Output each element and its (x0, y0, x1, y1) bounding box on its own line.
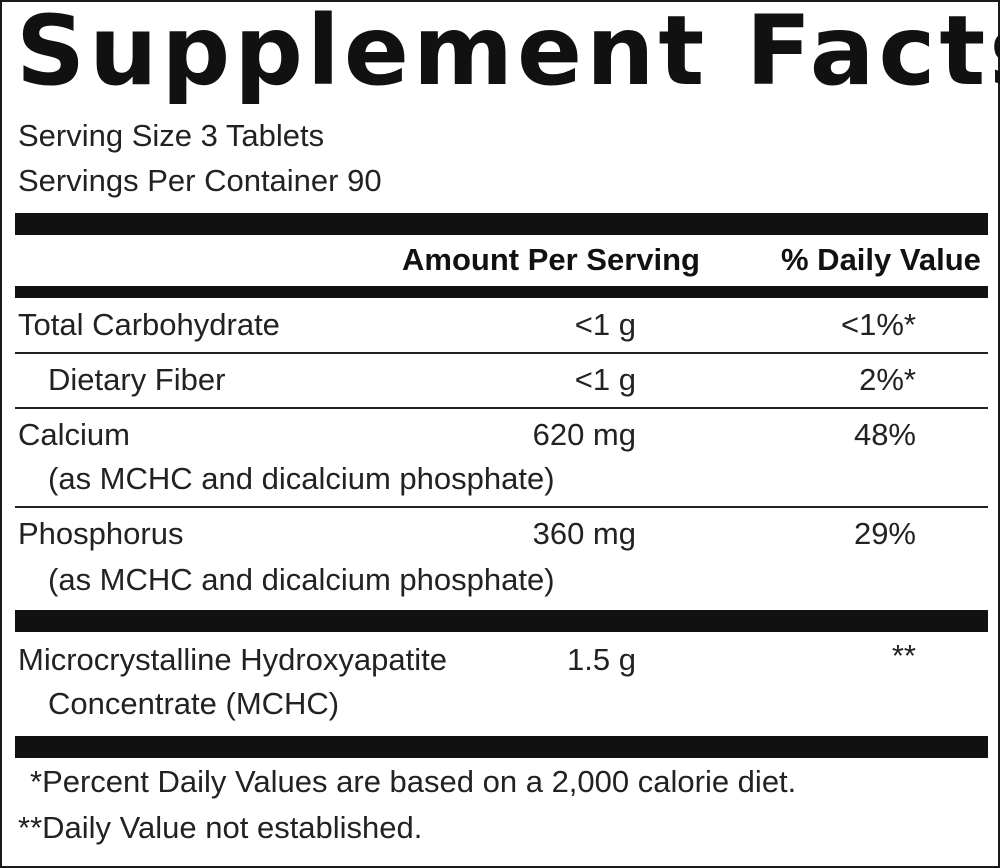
nutrient-amount: 360 mg (532, 516, 636, 551)
panel-title: Supplement Facts (16, 0, 1000, 107)
row-divider (15, 407, 988, 409)
servings-per-container: Servings Per Container 90 (18, 163, 382, 198)
thick-divider-top (15, 213, 988, 235)
row-divider (15, 506, 988, 508)
ingredient-name-continued: Concentrate (MCHC) (48, 686, 340, 721)
thick-divider-bottom (15, 736, 988, 758)
nutrient-source: (as MCHC and dicalcium phosphate) (48, 461, 555, 496)
nutrient-name: Total Carbohydrate (18, 307, 280, 342)
nutrient-name: Dietary Fiber (48, 362, 226, 397)
column-header-amount: Amount Per Serving (402, 242, 700, 277)
medium-divider (15, 286, 988, 298)
thick-divider-middle (15, 610, 988, 632)
footnote-daily-values: *Percent Daily Values are based on a 2,0… (30, 764, 797, 799)
column-header-daily-value: % Daily Value (781, 242, 981, 277)
nutrient-amount: <1 g (574, 362, 636, 397)
ingredient-name: Microcrystalline Hydroxyapatite (18, 642, 447, 677)
nutrient-name: Calcium (18, 417, 130, 452)
ingredient-daily-value: ** (891, 638, 916, 673)
nutrient-daily-value: 2%* (859, 362, 916, 397)
nutrient-amount: 620 mg (532, 417, 636, 452)
row-divider (15, 352, 988, 354)
nutrient-daily-value: <1%* (841, 307, 916, 342)
nutrient-daily-value: 48% (853, 417, 916, 452)
ingredient-amount: 1.5 g (567, 642, 636, 677)
nutrient-daily-value: 29% (853, 516, 916, 551)
nutrient-source: (as MCHC and dicalcium phosphate) (48, 562, 555, 597)
serving-size: Serving Size 3 Tablets (18, 118, 325, 153)
footnote-not-established: **Daily Value not established. (18, 810, 423, 845)
nutrient-name: Phosphorus (18, 516, 184, 551)
nutrient-amount: <1 g (574, 307, 636, 342)
